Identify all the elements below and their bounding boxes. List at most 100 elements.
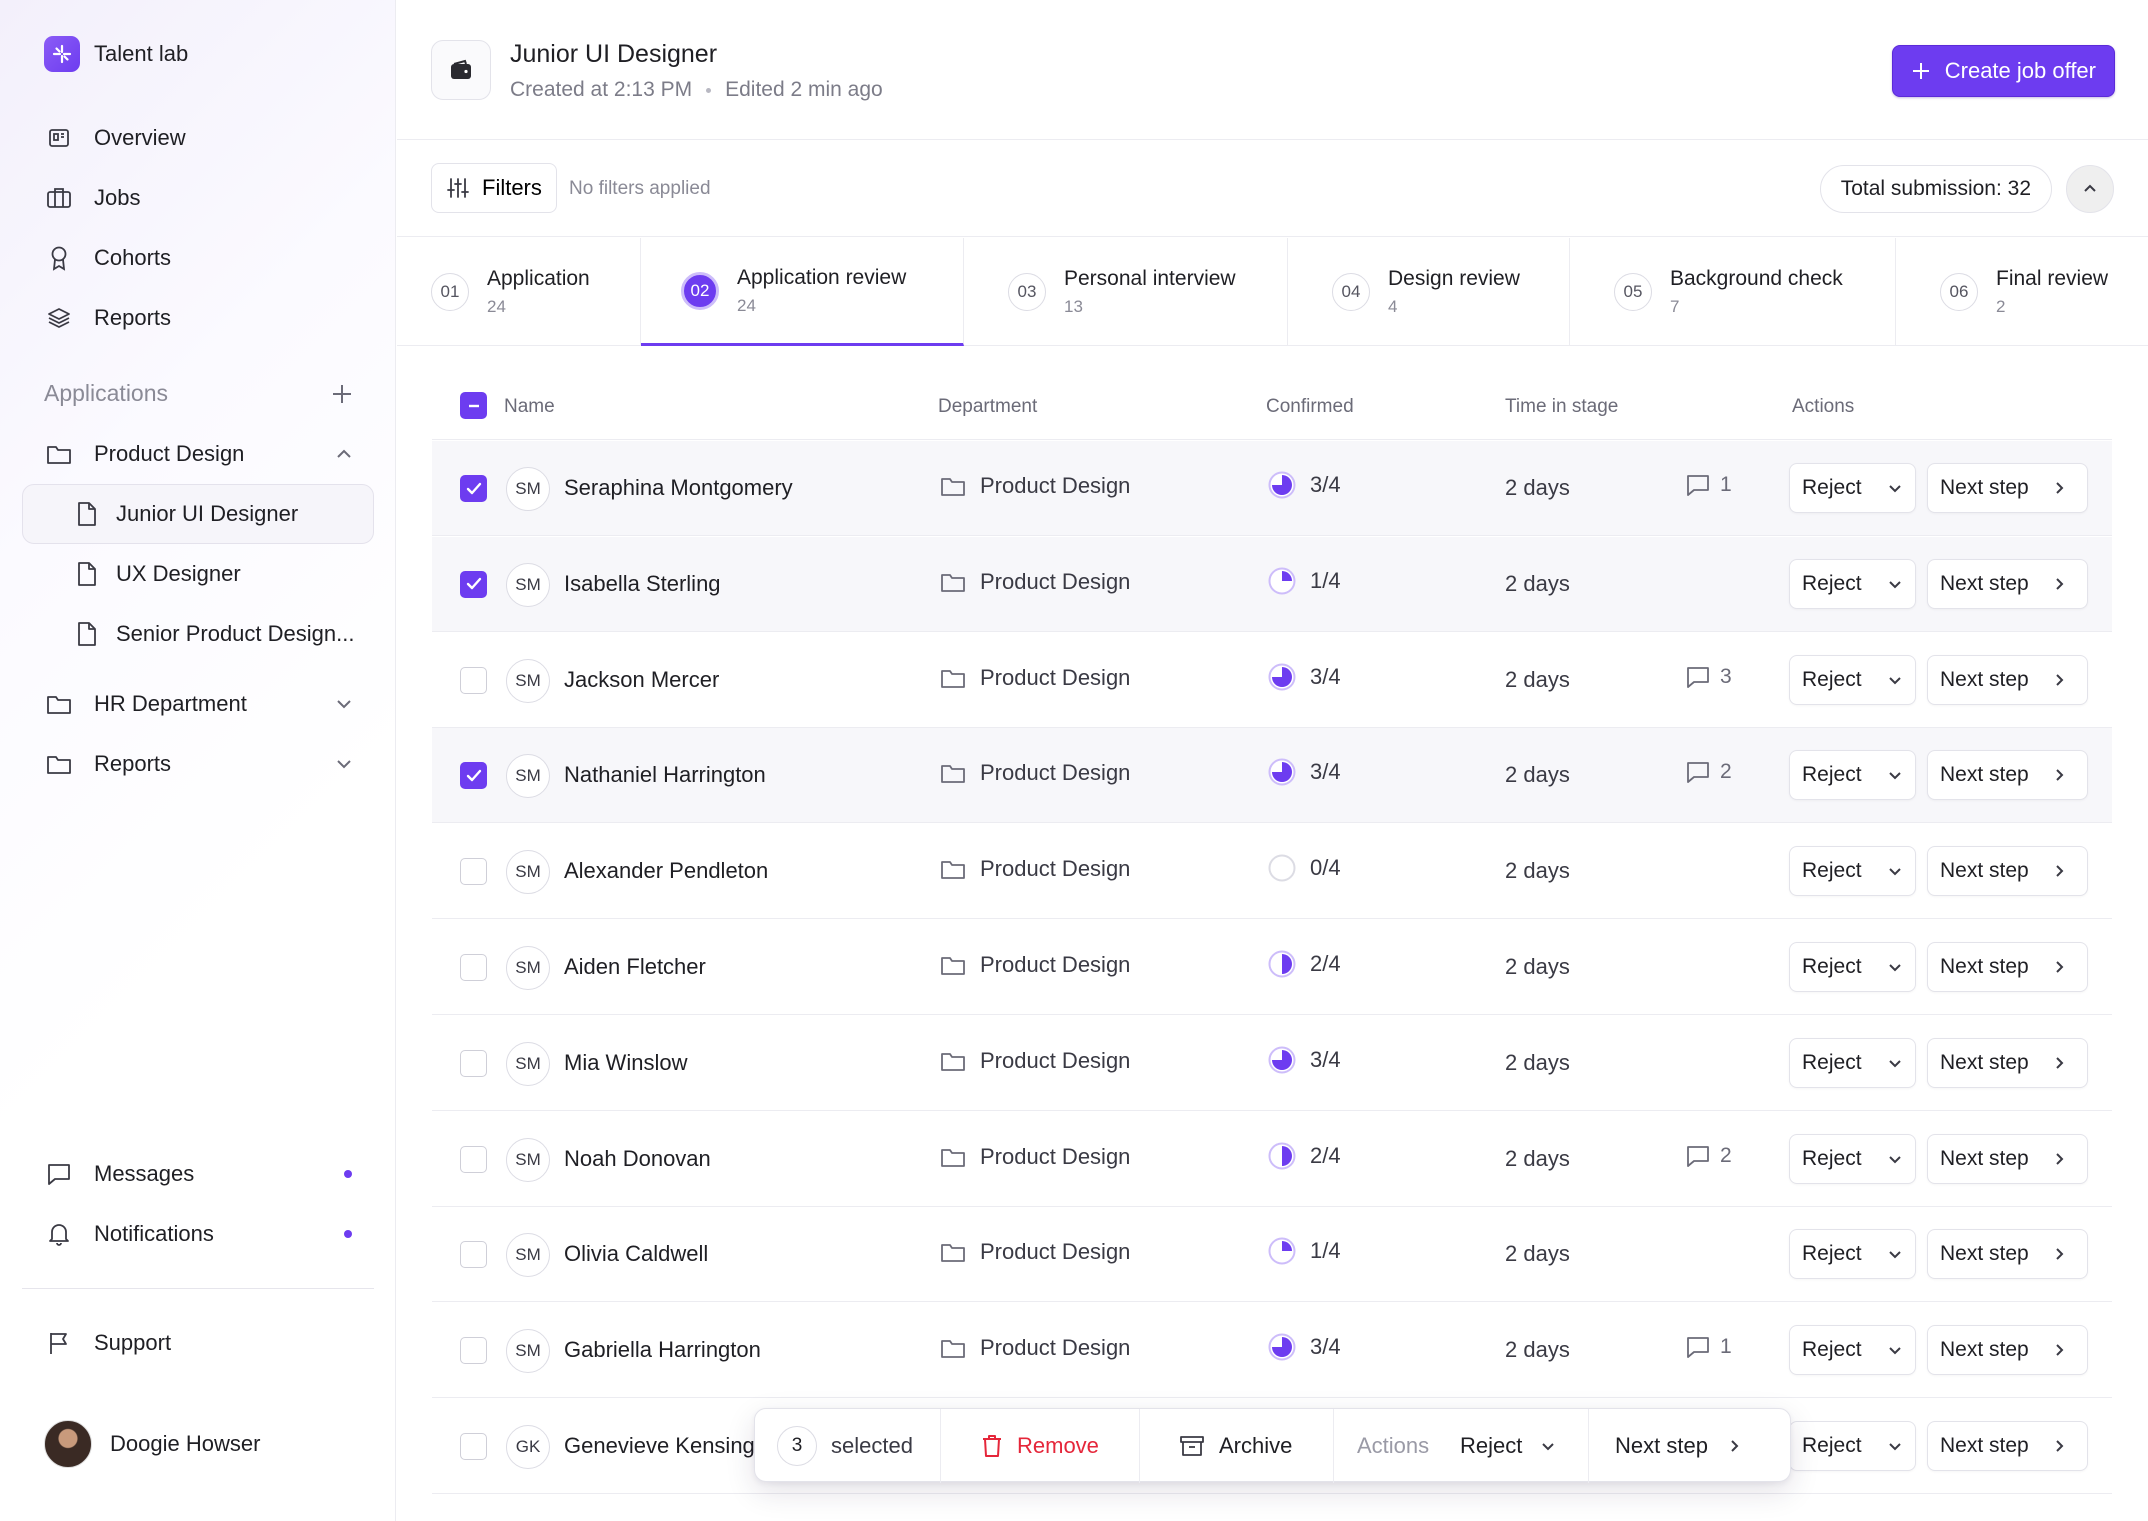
nav-jobs[interactable]: Jobs — [44, 178, 140, 218]
reject-dropdown[interactable]: Reject — [1789, 1325, 1916, 1376]
row-checkbox[interactable] — [460, 762, 487, 790]
candidate-name[interactable]: Alexander Pendleton — [564, 858, 769, 884]
reject-dropdown[interactable]: Reject — [1789, 846, 1916, 897]
collapse-button[interactable] — [2066, 165, 2114, 213]
award-icon — [44, 243, 74, 273]
table-row[interactable]: SM Nathaniel Harrington Product Design 3… — [432, 728, 2112, 824]
next-step-button[interactable]: Next step — [1927, 846, 2088, 897]
row-checkbox[interactable] — [460, 666, 487, 694]
column-name[interactable]: Name — [504, 396, 555, 417]
nav-reports[interactable]: Reports — [44, 298, 171, 338]
column-confirmed[interactable]: Confirmed — [1266, 396, 1354, 417]
reject-dropdown[interactable]: Reject — [1789, 1421, 1916, 1471]
reject-dropdown[interactable]: Reject — [1789, 1229, 1916, 1280]
candidate-name[interactable]: Isabella Sterling — [564, 570, 721, 596]
folder-hr-department[interactable]: HR Department — [44, 684, 354, 724]
candidate-name[interactable]: Mia Winslow — [564, 1049, 688, 1075]
next-step-button[interactable]: Next step — [1927, 1229, 2088, 1280]
remove-button[interactable]: Remove — [981, 1409, 1099, 1483]
candidate-name[interactable]: Genevieve Kensing — [564, 1433, 755, 1458]
create-job-offer-button[interactable]: Create job offer — [1891, 45, 2115, 97]
comments-count[interactable]: 3 — [1686, 665, 1732, 689]
tab-personal-interview[interactable]: 03 Personal interview 13 — [964, 238, 1288, 346]
user-profile[interactable]: Doogie Howser — [44, 1420, 260, 1468]
comments-count[interactable]: 2 — [1686, 760, 1732, 784]
tab-application-review[interactable]: 02 Application review 24 — [641, 238, 964, 346]
row-checkbox[interactable] — [460, 954, 487, 981]
filters-button[interactable]: Filters — [431, 163, 557, 213]
candidate-name[interactable]: Aiden Fletcher — [564, 954, 706, 979]
next-step-button[interactable]: Next step — [1927, 558, 2088, 609]
candidate-name[interactable]: Seraphina Montgomery — [564, 475, 793, 500]
archive-button[interactable]: Archive — [1179, 1409, 1292, 1483]
row-checkbox[interactable] — [460, 858, 487, 886]
row-checkbox[interactable] — [460, 1049, 487, 1077]
tab-final-review[interactable]: 06 Final review 2 — [1896, 238, 2148, 346]
next-step-button[interactable]: Next step — [1927, 1133, 2088, 1184]
tab-design-review[interactable]: 04 Design review 4 — [1288, 238, 1570, 346]
table-row[interactable]: SM Aiden Fletcher Product Design 2/4 2 d… — [432, 920, 2112, 1015]
nav-messages[interactable]: Messages — [44, 1154, 194, 1194]
nav-notifications[interactable]: Notifications — [44, 1214, 214, 1254]
nav-cohorts[interactable]: Cohorts — [44, 238, 171, 278]
comments-count[interactable]: 1 — [1686, 1335, 1732, 1359]
next-step-button[interactable]: Next step — [1927, 1421, 2088, 1471]
brand[interactable]: Talent lab — [44, 36, 188, 72]
confirmed-value: 3/4 — [1310, 759, 1341, 785]
next-step-button[interactable]: Next step — [1927, 654, 2088, 705]
table-row[interactable]: SM Olivia Caldwell Product Design 1/4 2 … — [432, 1207, 2112, 1303]
reject-label: Reject — [1802, 571, 1862, 595]
next-step-button[interactable]: Next step — [1927, 463, 2088, 513]
candidate-name[interactable]: Olivia Caldwell — [564, 1241, 709, 1267]
candidate-name[interactable]: Nathaniel Harrington — [564, 762, 766, 788]
table-row[interactable]: SM Jackson Mercer Product Design 3/4 2 d… — [432, 633, 2112, 728]
next-step-button[interactable]: Next step — [1927, 942, 2088, 992]
comments-count[interactable]: 1 — [1686, 473, 1732, 497]
selection-count: 3 selected — [777, 1409, 913, 1483]
add-application-plus-icon[interactable] — [330, 382, 354, 406]
folder-reports[interactable]: Reports — [44, 744, 354, 784]
column-department[interactable]: Department — [938, 396, 1038, 417]
table-row[interactable]: SM Alexander Pendleton Product Design 0/… — [432, 824, 2112, 920]
bulk-next-step-button[interactable]: Next step — [1615, 1409, 1742, 1483]
reject-dropdown[interactable]: Reject — [1789, 1037, 1916, 1088]
candidate-name[interactable]: Jackson Mercer — [564, 666, 720, 692]
row-checkbox[interactable] — [460, 475, 487, 502]
table-row[interactable]: SM Isabella Sterling Product Design 1/4 … — [432, 536, 2112, 632]
bulk-reject-dropdown[interactable]: Reject — [1460, 1409, 1556, 1483]
row-checkbox[interactable] — [460, 1337, 487, 1365]
reject-dropdown[interactable]: Reject — [1789, 558, 1916, 609]
nav-overview[interactable]: Overview — [44, 118, 186, 158]
job-senior-product-designer[interactable]: Senior Product Design... — [72, 614, 354, 654]
next-step-button[interactable]: Next step — [1927, 1037, 2088, 1088]
folder-product-design[interactable]: Product Design — [44, 434, 354, 474]
reject-dropdown[interactable]: Reject — [1789, 750, 1916, 801]
candidate-name[interactable]: Noah Donovan — [564, 1145, 711, 1171]
nav-support[interactable]: Support — [44, 1323, 171, 1363]
row-checkbox[interactable] — [460, 570, 487, 598]
select-all-checkbox[interactable] — [460, 392, 487, 419]
row-checkbox[interactable] — [460, 1145, 487, 1173]
next-step-button[interactable]: Next step — [1927, 750, 2088, 801]
chevron-up-icon[interactable] — [334, 444, 354, 464]
table-row[interactable]: SM Gabriella Harrington Product Design 3… — [432, 1303, 2112, 1399]
reject-dropdown[interactable]: Reject — [1789, 942, 1916, 992]
job-ux-designer[interactable]: UX Designer — [72, 554, 241, 594]
column-time-in-stage[interactable]: Time in stage — [1505, 396, 1619, 417]
comments-count[interactable]: 2 — [1686, 1144, 1732, 1168]
candidate-name[interactable]: Gabriella Harrington — [564, 1337, 761, 1363]
table-row[interactable]: SM Seraphina Montgomery Product Design 3… — [432, 441, 2112, 536]
next-step-button[interactable]: Next step — [1927, 1325, 2088, 1376]
reject-dropdown[interactable]: Reject — [1789, 1133, 1916, 1184]
table-row[interactable]: SM Noah Donovan Product Design 2/4 2 day… — [432, 1112, 2112, 1207]
reject-dropdown[interactable]: Reject — [1789, 654, 1916, 705]
chevron-down-icon[interactable] — [334, 694, 354, 714]
tab-background-check[interactable]: 05 Background check 7 — [1570, 238, 1896, 346]
reject-dropdown[interactable]: Reject — [1789, 463, 1916, 513]
tab-application[interactable]: 01 Application 24 — [397, 238, 641, 346]
row-checkbox[interactable] — [460, 1433, 487, 1460]
job-junior-ui-designer[interactable]: Junior UI Designer — [72, 494, 298, 534]
chevron-down-icon[interactable] — [334, 754, 354, 774]
row-checkbox[interactable] — [460, 1241, 487, 1269]
table-row[interactable]: SM Mia Winslow Product Design 3/4 2 days… — [432, 1016, 2112, 1111]
